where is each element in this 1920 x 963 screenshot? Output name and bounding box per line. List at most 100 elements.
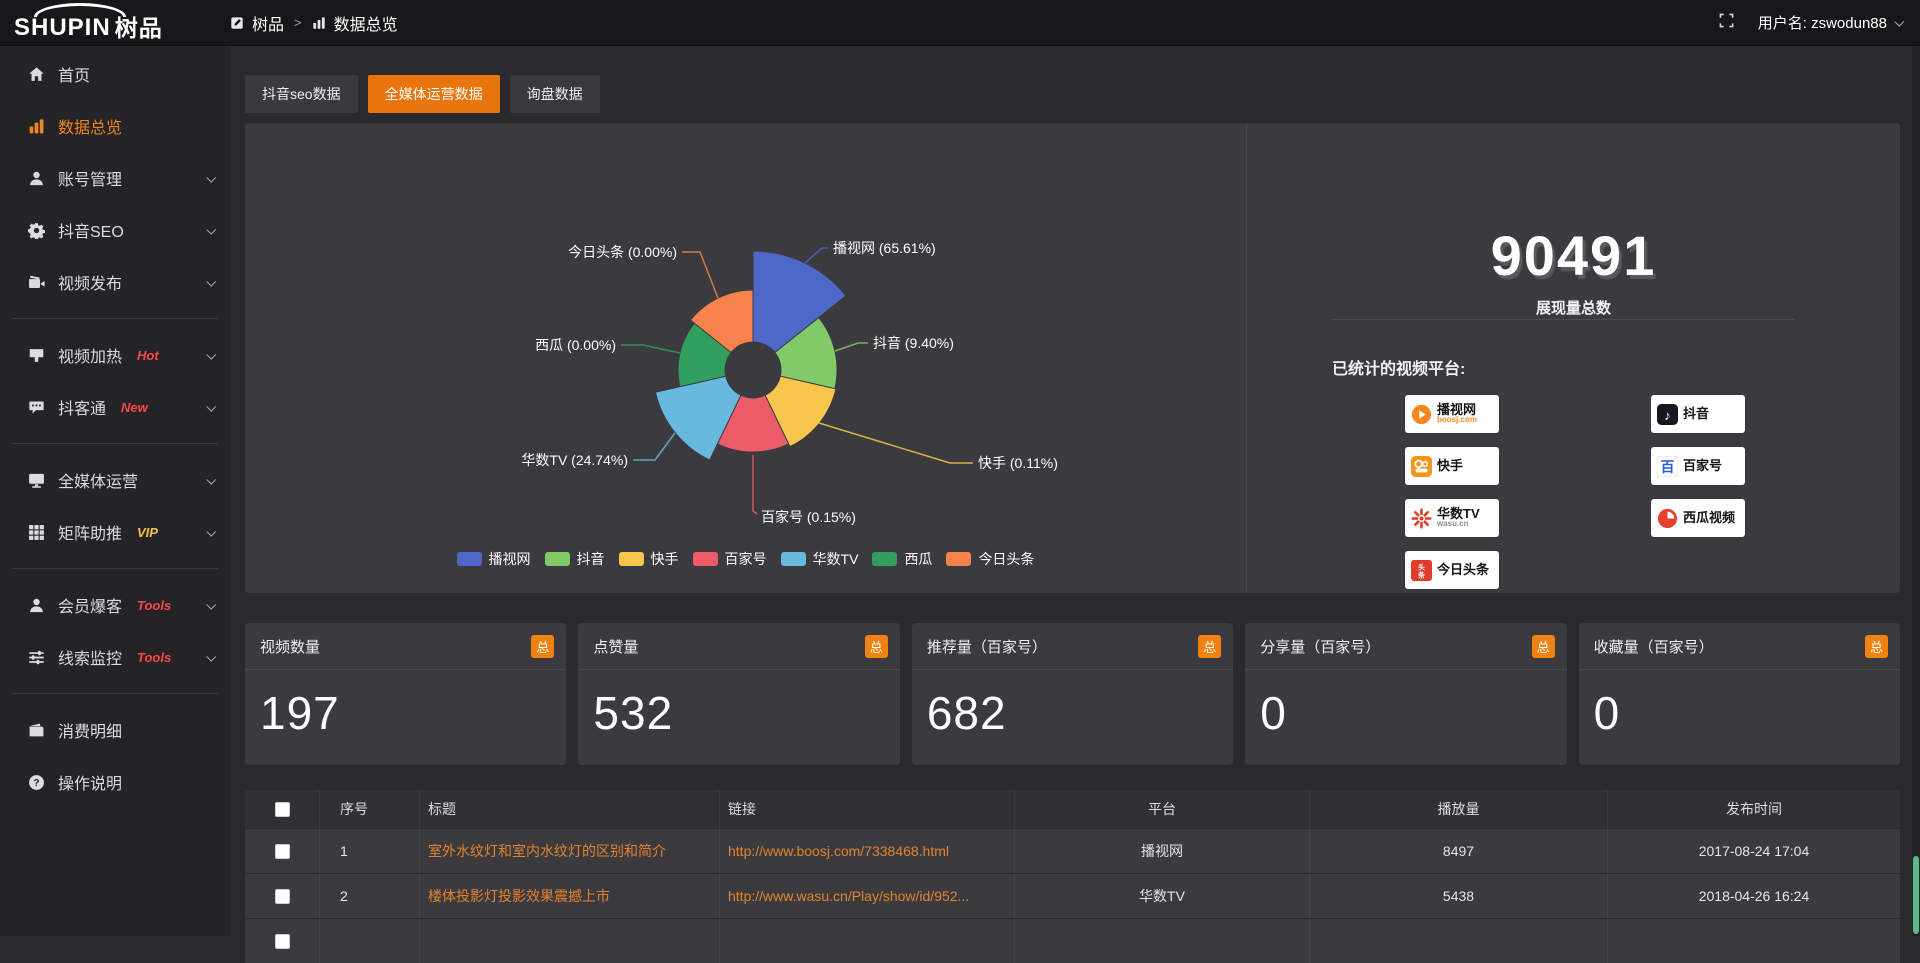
cell-title-link[interactable] (420, 919, 720, 963)
breadcrumb-root[interactable]: 树品 (252, 16, 285, 34)
chart-legend: 播视网 抖音 快手 百家号 华数TV 西瓜 今日头条 (245, 549, 1246, 569)
cell-index: 2 (320, 874, 420, 918)
cell-title-link[interactable]: 楼体投影灯投影效果震撼上市 (420, 874, 720, 918)
kuaishou-logo-icon (1411, 455, 1432, 477)
total-badge: 总 (531, 634, 555, 658)
platform-chip-name: 快手 (1437, 458, 1464, 474)
stat-card-header: 点赞量 总 (578, 623, 900, 670)
sidebar-item-home[interactable]: 首页 (0, 48, 230, 100)
sidebar-item-data-overview[interactable]: 数据总览 (0, 100, 230, 152)
sidebar-item-media-operation[interactable]: 全媒体运营 (0, 454, 230, 506)
legend-item-百家号[interactable]: 百家号 (692, 549, 767, 569)
sidebar-item-member-burst[interactable]: 会员爆客 Tools (0, 579, 230, 631)
legend-swatch (618, 552, 644, 566)
sidebar-item-account-manage[interactable]: 账号管理 (0, 152, 230, 204)
sidebar-item-label: 矩阵助推 (58, 526, 123, 543)
platform-chips: 播视网 boosj.com 快手 华数TV wasu.cn 头条今日头条 ♪ 抖音百百家号 西瓜… (1405, 395, 1745, 589)
stat-card-value: 0 (1260, 687, 1287, 739)
sidebar-item-video-publish[interactable]: 视频发布 (0, 256, 230, 308)
monitor-icon (28, 472, 45, 489)
cell-published: 2018-04-26 16:24 (1698, 888, 1810, 904)
sidebar-item-consume-detail[interactable]: 消费明细 (0, 704, 230, 756)
chevron-down-icon (206, 526, 217, 537)
sidebar-item-badge: Hot (137, 347, 159, 363)
legend-item-华数TV[interactable]: 华数TV (780, 549, 859, 569)
cell-title-link[interactable]: 室外水纹灯和室内水纹灯的区别和简介 (420, 829, 720, 873)
row-checkbox[interactable] (274, 888, 290, 904)
sidebar-item-video-heating[interactable]: 视频加热 Hot (0, 329, 230, 381)
platform-chip-name: 西瓜视频 (1683, 510, 1736, 526)
legend-swatch (456, 552, 482, 566)
platform-chip-name: 华数TV (1437, 505, 1480, 521)
stat-card-value: 682 (926, 687, 1007, 739)
sidebar-item-matrix-boost[interactable]: 矩阵助推 VIP (0, 506, 230, 558)
tab-0[interactable]: 抖音seo数据 (245, 75, 358, 113)
pie-slice-快手[interactable] (764, 375, 837, 448)
svg-text:百: 百 (1661, 459, 1675, 475)
legend-label: 华数TV (812, 551, 859, 567)
gear-icon (28, 222, 45, 239)
chevron-down-icon (206, 401, 217, 412)
legend-swatch (544, 552, 570, 566)
scrollbar-thumb[interactable] (1913, 856, 1919, 934)
pie-slice-西瓜[interactable] (677, 322, 732, 388)
row-checkbox[interactable] (274, 843, 290, 859)
pie-slice-label: 百家号 (0.15%) (761, 509, 856, 525)
pie-slice-播视网[interactable] (752, 250, 847, 354)
legend-swatch (872, 552, 898, 566)
sidebar-item-operation-guide[interactable]: ? 操作说明 (0, 756, 230, 808)
platform-chip-sub: boosj.com (1437, 415, 1478, 425)
platform-share-chart: 播视网 (65.61%) 抖音 (9.40%) 快手 (0.11%) 百家号 (0.1… (245, 123, 1246, 593)
stat-cards: 视频数量总 197 点赞量总 532 推荐量（百家号）总 682 分享量（百家号）总 0 收藏量… (245, 623, 1901, 765)
sidebar: 首页 数据总览 账号管理 抖音SEO 视频发布 视频加热 Hot 抖客通 New 全媒体运营 矩阵助… (0, 46, 230, 936)
tab-2[interactable]: 询盘数据 (509, 75, 600, 113)
legend-item-西瓜[interactable]: 西瓜 (872, 549, 932, 569)
legend-item-快手[interactable]: 快手 (618, 549, 679, 569)
app-square-icon (230, 16, 244, 30)
cell-url-link[interactable]: http://www.wasu.cn/Play/show/id/952... (720, 874, 1015, 918)
legend-item-今日头条[interactable]: 今日头条 (946, 549, 1034, 569)
legend-label: 抖音 (576, 551, 605, 567)
total-badge: 总 (864, 634, 888, 658)
user-menu[interactable]: 用户名: zswodun88 (1758, 12, 1905, 33)
chevron-down-icon (206, 224, 217, 235)
platform-chip-快手: 快手 (1405, 447, 1499, 485)
data-tabs: 抖音seo数据 全媒体运营数据 询盘数据 (245, 75, 1900, 113)
sidebar-item-label: 会员爆客 (58, 599, 123, 616)
cell-url-link[interactable] (720, 919, 1015, 963)
pie-slice-抖音[interactable] (774, 316, 838, 390)
sidebar-item-label: 抖音SEO (58, 224, 124, 241)
stat-card-value: 532 (593, 687, 674, 739)
chevron-down-icon (1894, 16, 1905, 27)
sidebar-item-douketong[interactable]: 抖客通 New (0, 381, 230, 433)
sidebar-divider (12, 568, 218, 569)
wallet-icon (28, 722, 45, 739)
pie-slice-label: 抖音 (9.40%) (873, 335, 954, 351)
pie-label-line (752, 455, 758, 515)
legend-item-播视网[interactable]: 播视网 (456, 549, 531, 569)
pie-slice-华数TV[interactable] (654, 375, 742, 461)
sidebar-item-label: 消费明细 (58, 724, 123, 741)
sidebar-item-clue-monitor[interactable]: 线索监控 Tools (0, 631, 230, 683)
legend-label: 今日头条 (978, 551, 1035, 567)
legend-item-抖音[interactable]: 抖音 (544, 549, 605, 569)
chevron-down-icon (206, 276, 217, 287)
pie-slice-今日头条[interactable] (689, 289, 754, 354)
select-all-checkbox[interactable] (274, 801, 290, 817)
sidebar-item-douyin-seo[interactable]: 抖音SEO (0, 204, 230, 256)
platform-chip-name: 播视网 (1437, 401, 1477, 417)
sidebar-divider (12, 693, 218, 694)
platform-chip-华数TV: 华数TV wasu.cn (1405, 499, 1499, 537)
topbar: SHUPIN 树品 树品 > 数据总览 用户名: zswodun88 (0, 0, 1920, 46)
stat-card-title: 推荐量（百家号） (926, 638, 1047, 656)
breadcrumb-separator: > (294, 15, 302, 30)
fullscreen-icon[interactable] (1719, 13, 1734, 32)
tab-1[interactable]: 全媒体运营数据 (367, 75, 500, 113)
stat-card-title: 分享量（百家号） (1260, 638, 1381, 656)
pie-slice-百家号[interactable] (716, 394, 790, 453)
stat-card-4: 收藏量（百家号） 总 0 (1578, 623, 1901, 765)
cell-platform: 播视网 (1015, 829, 1310, 873)
cell-index (320, 919, 420, 963)
cell-url-link[interactable]: http://www.boosj.com/7338468.html (720, 829, 1015, 873)
sidebar-item-label: 抖客通 (58, 401, 107, 418)
